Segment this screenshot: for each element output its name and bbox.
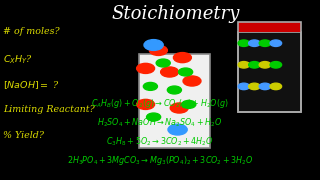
Circle shape [238,62,250,68]
Circle shape [149,45,167,55]
Circle shape [270,40,282,46]
Circle shape [143,82,157,90]
Circle shape [249,40,260,46]
Text: $C_3H_8 + 5O_2 \rightarrow 3CO_2 + 4H_2O$: $C_3H_8 + 5O_2 \rightarrow 3CO_2 + 4H_2O… [106,135,214,147]
Circle shape [179,68,193,76]
Circle shape [137,63,155,73]
Text: % Yield?: % Yield? [3,131,44,140]
Circle shape [161,67,179,77]
Circle shape [183,76,201,86]
Circle shape [156,59,170,67]
Circle shape [259,62,271,68]
Text: $C_XH_Y$?: $C_XH_Y$? [3,53,33,66]
Text: Limiting Reactant?: Limiting Reactant? [3,105,95,114]
Circle shape [259,40,271,46]
Text: $C_AH_B(g) + O_2(g) \rightarrow CO_2(g) + H_2O(g)$: $C_AH_B(g) + O_2(g) \rightarrow CO_2(g) … [91,97,229,110]
Text: Stoichiometry: Stoichiometry [112,5,240,23]
Circle shape [270,83,282,90]
Bar [238,22,301,32]
Bar [139,54,210,148]
Circle shape [259,83,271,90]
Circle shape [249,62,260,68]
Circle shape [137,99,155,109]
Circle shape [173,53,191,63]
Circle shape [147,113,161,121]
Circle shape [270,62,282,68]
Text: $[NaOH] =$ ?: $[NaOH] =$ ? [3,79,60,91]
Circle shape [167,86,181,94]
Circle shape [238,40,250,46]
Circle shape [238,83,250,90]
Circle shape [144,40,163,50]
Circle shape [170,103,188,113]
Circle shape [168,124,187,135]
Circle shape [182,100,196,108]
Bar [238,22,301,112]
Circle shape [249,83,260,90]
Bar [238,32,301,112]
Text: $H_2SO_4 + NaOH \rightarrow Na_2SO_4 + H_2O$: $H_2SO_4 + NaOH \rightarrow Na_2SO_4 + H… [97,116,223,129]
Text: $2H_3PO_4 + 3MgCO_3 \rightarrow Mg_3(PO_4)_2 + 3CO_2 + 3H_2O$: $2H_3PO_4 + 3MgCO_3 \rightarrow Mg_3(PO_… [67,154,253,167]
Text: # of moles?: # of moles? [3,27,60,36]
